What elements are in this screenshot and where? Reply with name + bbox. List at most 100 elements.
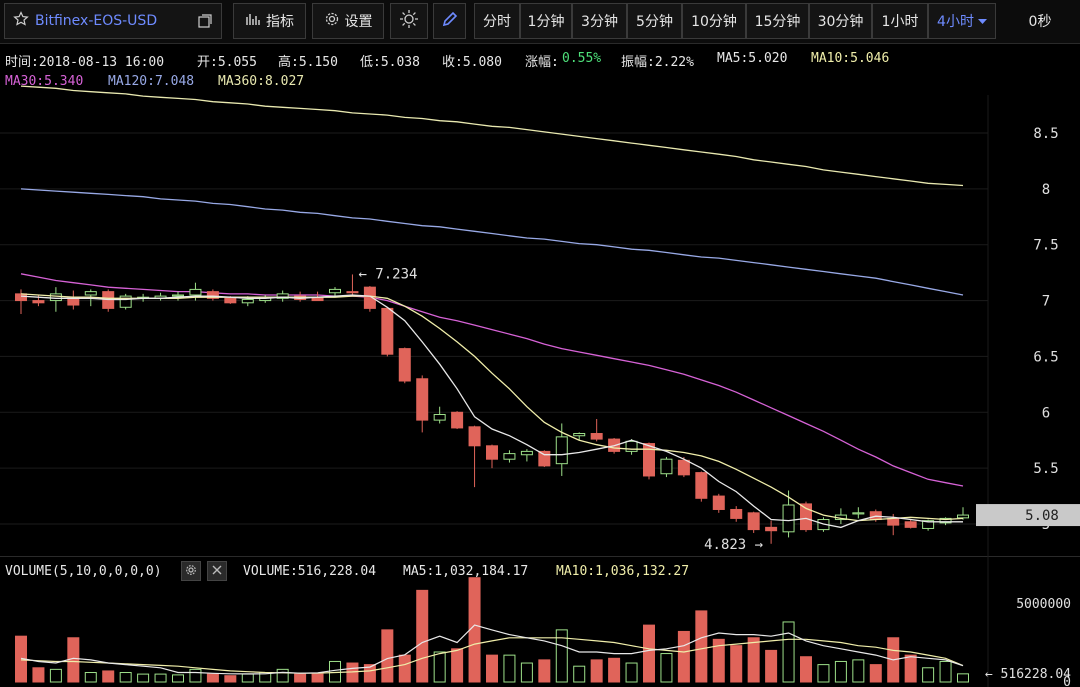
info-low: 低:5.038 <box>360 55 420 70</box>
symbol-name: Bitfinex-EOS-USD <box>35 13 158 29</box>
volume-bar <box>363 664 376 683</box>
volume-ma5: MA5:1,032,184.17 <box>403 564 529 579</box>
settings-button[interactable]: 设置 <box>312 3 384 39</box>
interval-4h-label: 4小时 <box>937 14 974 30</box>
volume-bar <box>206 673 219 683</box>
candle <box>643 443 655 477</box>
volume-ma10: MA10:1,036,132.27 <box>556 564 690 579</box>
interval-10min[interactable]: 10分钟 <box>682 3 746 39</box>
price-tick-label: 8.5 <box>1033 126 1058 142</box>
indicators-button[interactable]: 指标 <box>233 3 306 39</box>
volume-bar <box>224 675 237 683</box>
volume-bar <box>957 673 969 683</box>
candle <box>730 508 743 519</box>
candle <box>15 293 27 302</box>
candle <box>852 512 865 515</box>
volume-bar <box>486 654 498 683</box>
gear-icon <box>185 564 197 579</box>
volume-settings-button[interactable] <box>181 561 201 581</box>
interval-4h[interactable]: 4小时 <box>928 3 996 39</box>
volume-bar <box>765 649 778 683</box>
candle <box>538 450 551 467</box>
candle <box>67 297 80 306</box>
volume-close-button[interactable] <box>207 561 227 581</box>
candle <box>887 517 900 526</box>
price-tick-label: 5 <box>1042 517 1050 533</box>
volume-bar <box>625 662 638 683</box>
indicators-icon <box>245 11 261 31</box>
interval-3min[interactable]: 3分钟 <box>572 3 627 39</box>
volume-value: VOLUME:516,228.04 <box>243 564 377 579</box>
candle <box>765 526 778 532</box>
candle <box>660 458 673 475</box>
volume-bar <box>32 667 45 683</box>
info-amplitude: 振幅:2.22% <box>621 55 694 70</box>
candle <box>346 291 359 294</box>
pen-icon <box>441 10 459 32</box>
candle <box>939 517 952 524</box>
volume-bar <box>817 664 830 683</box>
volume-info: VOLUME(5,10,0,0,0,0) VOLUME:516,228.04 M… <box>0 562 1080 582</box>
info-close: 收:5.080 <box>442 55 502 70</box>
info-ma120: MA120:7.048 <box>108 74 195 89</box>
candle <box>520 450 533 456</box>
copy-icon[interactable] <box>197 13 213 33</box>
candle <box>782 504 795 533</box>
candle <box>172 294 184 297</box>
candle <box>904 521 917 528</box>
info-ma30: MA30:5.340 <box>5 74 84 89</box>
info-time: 时间:2018-08-13 16:00 <box>5 55 165 70</box>
volume-bar <box>782 621 795 683</box>
candle <box>276 293 289 299</box>
draw-tool-button[interactable] <box>433 3 466 39</box>
candle <box>800 503 812 531</box>
info-ma10: MA10:5.046 <box>811 51 890 66</box>
candle <box>329 288 341 294</box>
candle <box>468 426 481 447</box>
volume-bar <box>311 673 324 683</box>
volume-bar <box>381 629 394 683</box>
volume-bar <box>67 637 80 683</box>
candle <box>154 295 167 299</box>
price-tick-label: 5.5 <box>1033 461 1058 477</box>
candle <box>433 414 446 421</box>
volume-bar <box>468 577 481 683</box>
theme-toggle-button[interactable] <box>390 3 428 39</box>
volume-bar <box>695 610 708 683</box>
candle <box>311 296 324 302</box>
info-ma5: MA5:5.020 <box>717 51 788 66</box>
candle <box>957 514 969 519</box>
interval-1min[interactable]: 1分钟 <box>520 3 572 39</box>
candle <box>712 495 725 510</box>
candle <box>677 459 690 476</box>
interval-fenshi[interactable]: 分时 <box>474 3 520 39</box>
interval-30min[interactable]: 30分钟 <box>809 3 872 39</box>
volume-bar <box>259 672 272 683</box>
candle <box>503 453 516 460</box>
candle <box>747 512 760 531</box>
interval-5min[interactable]: 5分钟 <box>627 3 682 39</box>
volume-bar <box>137 673 150 683</box>
volume-bar <box>800 656 812 683</box>
interval-1h[interactable]: 1小时 <box>872 3 928 39</box>
volume-bar <box>852 659 865 683</box>
interval-15min[interactable]: 15分钟 <box>746 3 809 39</box>
volume-bar <box>747 637 760 683</box>
ma360-line <box>20 85 964 187</box>
volume-tick-label: 5000000 <box>1016 597 1071 612</box>
info-change-label: 涨幅: <box>525 55 559 70</box>
volume-bar <box>834 660 847 683</box>
price-tick-label: 6 <box>1042 405 1050 421</box>
low-annotation: 4.823 → <box>704 537 763 553</box>
candle <box>224 297 237 304</box>
volume-bar <box>677 630 690 683</box>
symbol-selector[interactable]: Bitfinex-EOS-USD <box>4 3 222 39</box>
candle <box>695 472 708 499</box>
volume-current-label: ← 516228.04 <box>985 667 1071 682</box>
candle <box>102 291 115 309</box>
star-icon[interactable] <box>13 11 29 31</box>
price-tick-label: 6.5 <box>1033 349 1058 365</box>
price-tick-label: 7.5 <box>1033 238 1058 254</box>
candle <box>294 295 307 300</box>
